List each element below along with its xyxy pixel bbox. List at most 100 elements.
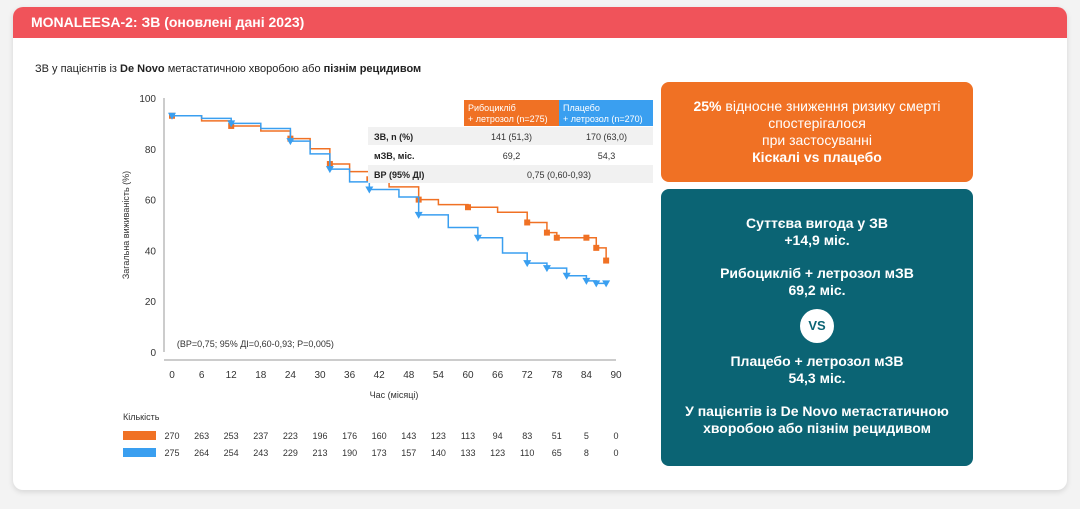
x-tick-label: 6 [199,370,205,381]
censor-mark [286,138,295,146]
chart-subtitle: ЗВ у пацієнтів із De Novo метастатичною … [35,63,422,75]
x-axis-label: Час (місяці) [370,390,419,400]
series-line-1 [172,115,607,285]
x-tick-label: 72 [522,370,534,381]
risk-count: 160 [372,431,387,441]
x-tick-label: 30 [314,370,326,381]
x-tick-label: 42 [374,370,386,381]
y-tick-label: 40 [145,246,157,257]
censor-mark [168,112,176,120]
chart-annotation: (ВР=0,75; 95% ДІ=0,60-0,93; P=0,005) [177,339,334,349]
risk-count: 229 [283,448,298,458]
risk-count: 173 [372,448,387,458]
censor-mark [325,166,334,174]
censor-mark [227,120,236,128]
x-tick-label: 66 [492,370,504,381]
x-tick-label: 0 [169,370,175,381]
censor-mark [592,280,601,288]
x-tick-label: 48 [403,370,415,381]
censor-mark [473,234,482,242]
series-line-0 [172,115,607,261]
risk-legend-swatch [123,431,156,440]
y-axis-label: Загальна виживаність (%) [121,171,131,279]
x-tick-label: 12 [226,370,238,381]
table-header-placebo [559,100,653,126]
risk-count: 254 [224,448,239,458]
censor-mark [583,234,590,241]
x-tick-label: 90 [610,370,622,381]
risk-count: 123 [490,448,505,458]
risk-count: 270 [164,431,179,441]
table-row-bg [368,165,653,183]
risk-count: 83 [522,431,532,441]
risk-count: 133 [460,448,475,458]
risk-count: 223 [283,431,298,441]
header-title: MONALEESA-2: ЗВ (оновлені дані 2023) [13,7,1067,38]
censor-mark [582,277,591,285]
table-header-text: Плацебо [563,103,600,113]
risk-count: 190 [342,448,357,458]
risk-count: 253 [224,431,239,441]
risk-count: 113 [461,431,475,441]
table-header-text: Рибоцикліб [468,103,516,113]
risk-count: 264 [194,448,209,458]
table-cell: 54,3 [598,151,616,161]
censor-mark [603,257,610,264]
risk-count: 0 [613,448,618,458]
risk-count: 94 [493,431,503,441]
y-tick-label: 100 [139,94,156,105]
censor-mark [523,260,532,268]
y-tick-label: 20 [145,297,157,308]
table-cell: 141 (51,3) [491,132,532,142]
censor-mark [602,280,611,288]
censor-mark [414,211,423,219]
x-tick-label: 36 [344,370,356,381]
risk-count: 143 [401,431,416,441]
censor-mark [543,229,550,236]
risk-legend-swatch [123,448,156,457]
risk-count: 123 [431,431,446,441]
y-tick-label: 0 [150,348,156,359]
table-row-label: ЗВ, n (%) [374,132,413,142]
risk-count: 263 [194,431,209,441]
table-header-ribo [464,100,559,126]
risk-count: 5 [584,431,589,441]
table-row-label: ВР (95% ДІ) [374,170,424,180]
x-tick-label: 60 [462,370,474,381]
risk-count: 237 [253,431,268,441]
y-tick-label: 80 [145,145,157,156]
censor-mark [465,204,471,211]
table-header-text: + летрозол (n=275) [468,114,548,124]
censor-mark [542,265,551,273]
censor-mark [365,186,374,194]
risk-count: 51 [552,431,562,441]
censor-mark [593,244,600,251]
table-cell: 170 (63,0) [586,132,627,142]
benefit-box: Суттєва вигода у ЗВ +14,9 міс. Рибоцикліб… [661,189,973,466]
vs-badge: VS [800,309,834,343]
risk-count: 213 [312,448,327,458]
slide-card: MONALEESA-2: ЗВ (оновлені дані 2023) ЗВ … [13,7,1067,490]
risk-count: 110 [520,448,534,458]
censor-mark [562,272,571,280]
x-tick-label: 18 [255,370,267,381]
censor-mark [524,219,531,226]
table-cell: 0,75 (0,60-0,93) [527,170,591,180]
risk-count: 140 [431,448,446,458]
x-tick-label: 54 [433,370,445,381]
risk-count: 275 [164,448,179,458]
censor-mark [553,234,560,241]
risk-count: 196 [312,431,327,441]
table-row-bg [368,127,653,145]
y-tick-label: 60 [145,196,157,207]
risk-count: 157 [401,448,416,458]
x-tick-label: 78 [551,370,563,381]
table-cell: 69,2 [503,151,521,161]
risk-table-label: Кількість [123,412,160,422]
table-header-text: + летрозол (n=270) [563,114,643,124]
x-tick-label: 24 [285,370,297,381]
risk-count: 176 [342,431,357,441]
risk-count: 8 [584,448,589,458]
risk-count: 0 [613,431,618,441]
